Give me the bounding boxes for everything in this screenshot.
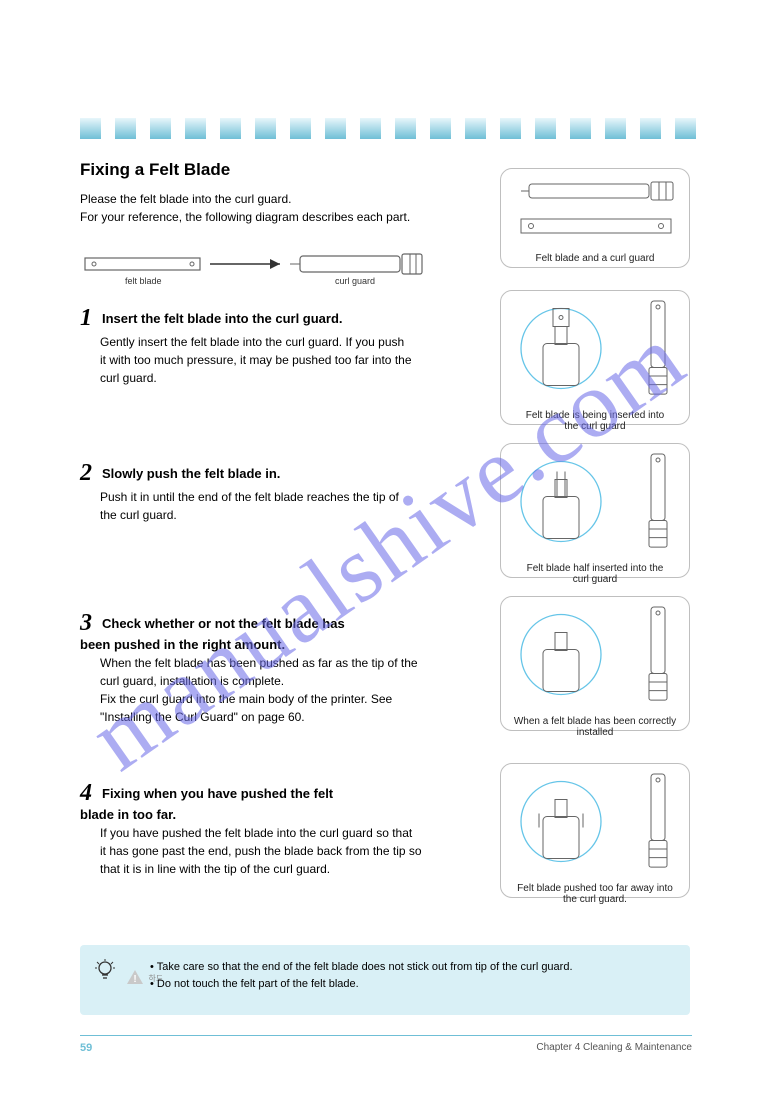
step-number: 3 xyxy=(80,610,92,636)
strip-square xyxy=(430,118,451,139)
footer-divider xyxy=(80,1035,692,1036)
strip-square xyxy=(150,118,171,139)
right-figure: Felt blade is being inserted into the cu… xyxy=(500,290,690,425)
decorative-strip xyxy=(80,118,696,139)
strip-square xyxy=(80,118,101,139)
strip-square xyxy=(290,118,311,139)
strip-square xyxy=(535,118,556,139)
svg-text:!: ! xyxy=(133,974,136,985)
figure-label: Felt blade is being inserted into the cu… xyxy=(501,410,689,432)
figure-label: When a felt blade has been correctly ins… xyxy=(501,716,689,738)
strip-square xyxy=(640,118,661,139)
step-heading: 4Fixing when you have pushed the felt bl… xyxy=(80,780,460,822)
step-title: Check whether or not the felt blade has … xyxy=(80,616,345,652)
step-body: When the felt blade has been pushed as f… xyxy=(100,654,470,726)
strip-square xyxy=(185,118,206,139)
tip-box: ! 하드 • Take care so that the end of the … xyxy=(80,945,690,1015)
strip-square xyxy=(395,118,416,139)
step-title: Fixing when you have pushed the felt bla… xyxy=(80,786,333,822)
strip-square xyxy=(220,118,241,139)
right-figure: Felt blade half inserted into the curl g… xyxy=(500,443,690,578)
step-heading: 3Check whether or not the felt blade has… xyxy=(80,610,460,652)
strip-square xyxy=(325,118,346,139)
strip-square xyxy=(360,118,381,139)
strip-square xyxy=(570,118,591,139)
chapter-label: Chapter 4 Cleaning & Maintenance xyxy=(536,1042,692,1053)
strip-square xyxy=(675,118,696,139)
strip-square xyxy=(605,118,626,139)
right-figure: Felt blade and a curl guard xyxy=(500,168,690,268)
figure-label: Felt blade and a curl guard xyxy=(501,253,689,264)
lightbulb-icon xyxy=(94,959,116,986)
section-heading: Fixing a Felt Blade xyxy=(80,160,230,180)
step-body: If you have pushed the felt blade into t… xyxy=(100,824,470,878)
strip-square xyxy=(115,118,136,139)
strip-square xyxy=(465,118,486,139)
right-figure: Felt blade pushed too far away into the … xyxy=(500,763,690,898)
step-body: Push it in until the end of the felt bla… xyxy=(100,488,470,524)
guard-label: curl guard xyxy=(335,276,375,286)
step-number: 4 xyxy=(80,780,92,806)
step-heading: 1 Insert the felt blade into the curl gua… xyxy=(80,305,460,332)
step-number: 1 xyxy=(80,305,92,331)
figure-label: Felt blade pushed too far away into the … xyxy=(501,883,689,905)
right-figure: When a felt blade has been correctly ins… xyxy=(500,596,690,731)
felt-label: felt blade xyxy=(125,276,162,286)
step-body: Gently insert the felt blade into the cu… xyxy=(100,333,470,387)
intro-text: Please the felt blade into the curl guar… xyxy=(80,190,430,226)
figure-label: Felt blade half inserted into the curl g… xyxy=(501,563,689,585)
strip-square xyxy=(500,118,521,139)
step-title: Insert the felt blade into the curl guar… xyxy=(102,311,343,326)
step-title: Slowly push the felt blade in. xyxy=(102,466,280,481)
step-heading: 2 Slowly push the felt blade in. xyxy=(80,460,460,487)
page-number: 59 xyxy=(80,1042,92,1054)
strip-square xyxy=(255,118,276,139)
inline-figure: felt blade curl guard xyxy=(80,230,430,300)
step-number: 2 xyxy=(80,460,92,486)
tip-text: • Take care so that the end of the felt … xyxy=(150,959,670,992)
